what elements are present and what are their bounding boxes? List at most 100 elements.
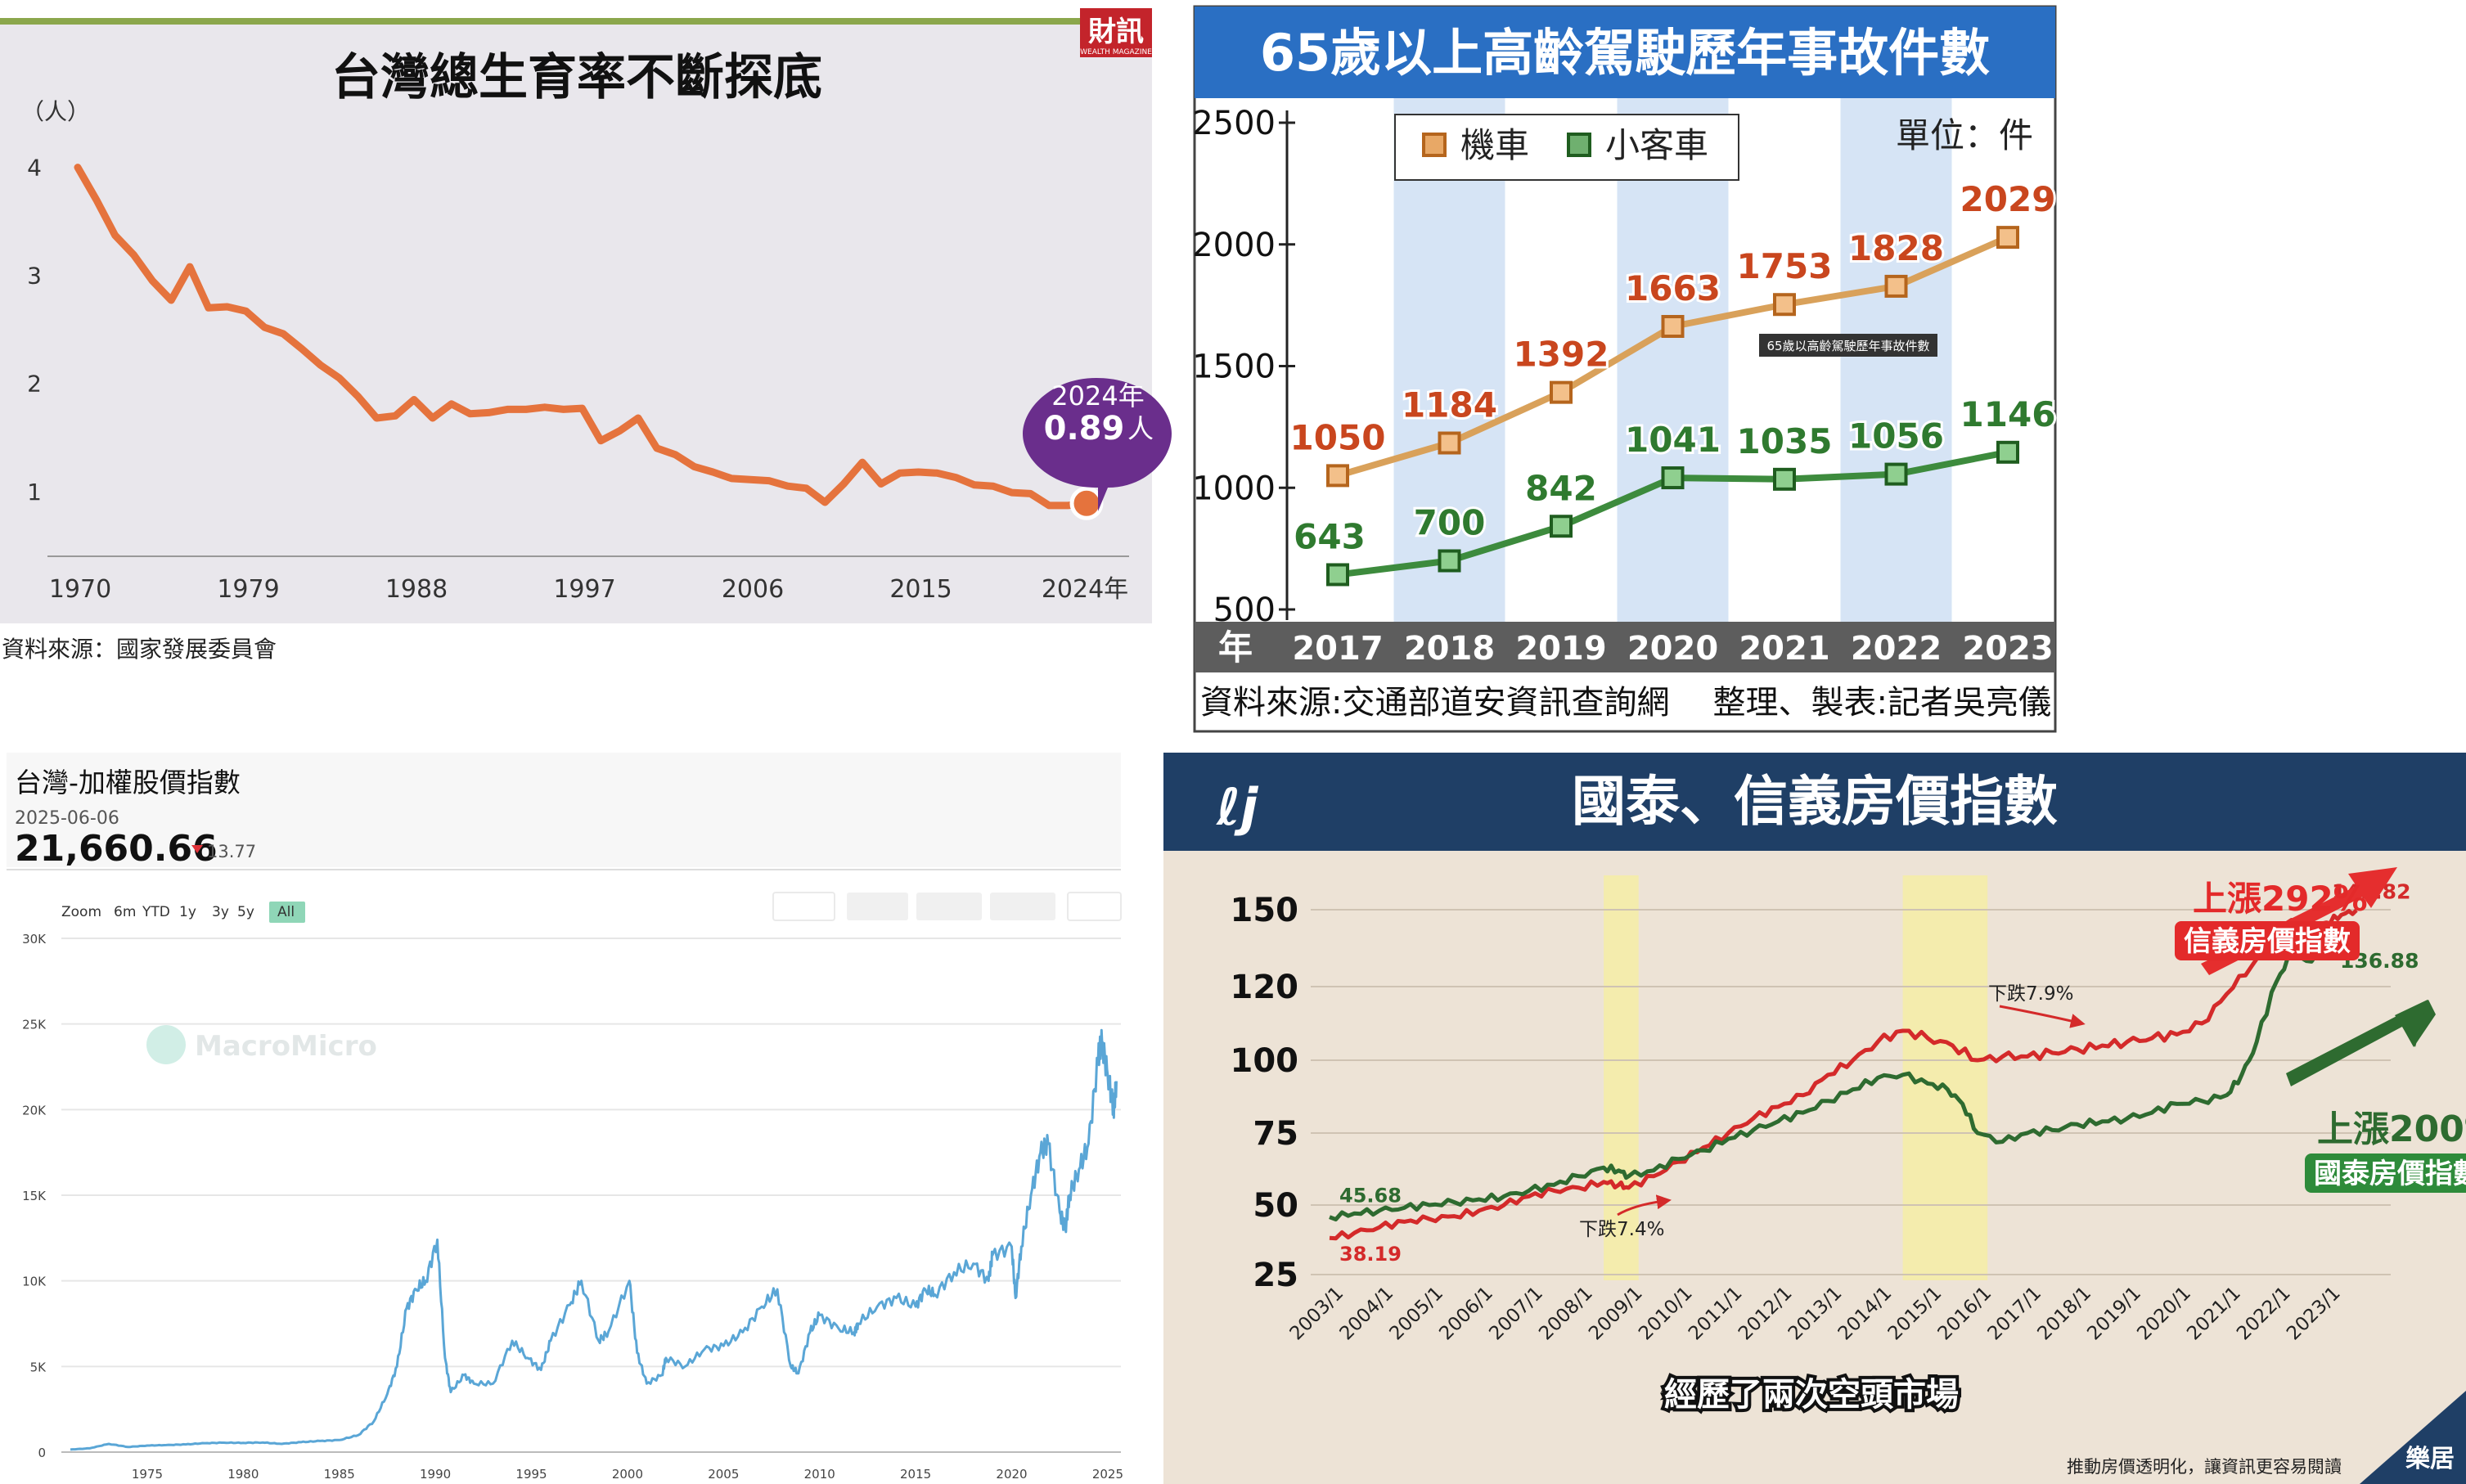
drop-arrow-2 (1999, 1005, 2086, 1028)
x-tick-label: 1979 (217, 575, 279, 604)
year-tick-label: 2017 (1292, 630, 1383, 668)
series-start-label: 38.19 (1339, 1243, 1402, 1266)
taiex-panel: 台灣-加權股價指數 2025-06-06 21,660.66 13.77 Zoo… (0, 749, 1129, 1484)
zoom-option-YTD[interactable]: YTD (142, 904, 170, 920)
data-label: 1056 (1848, 416, 1944, 456)
year-band (1393, 98, 1505, 622)
caption-text: 經歷了兩次空頭市場 (1664, 1376, 1959, 1414)
year-tick-label: 2022 (1851, 630, 1942, 668)
zoom-label: Zoom (61, 904, 101, 920)
x-tick-label: 1970 (49, 575, 111, 604)
corner-logo-text: 樂居 (2405, 1445, 2455, 1473)
y-tick-label: 2000 (1192, 227, 1276, 264)
compare-button[interactable] (847, 893, 908, 920)
year-axis-label: 年 (1218, 627, 1253, 668)
year-tick-label: 2019 (1515, 630, 1606, 668)
x-tick-label: 2025 (1092, 1467, 1123, 1482)
data-point (1773, 467, 1796, 491)
brand-logo (1080, 8, 1152, 57)
x-tick-label: 1980 (227, 1467, 259, 1482)
index-title: 台灣-加權股價指數 (15, 767, 241, 798)
cathay-line (1329, 936, 2357, 1222)
header-background (7, 753, 1121, 867)
title-bar (1163, 753, 2466, 851)
data-point (1550, 380, 1573, 404)
x-tick-label: 2005 (708, 1467, 739, 1482)
year-tick-label: 2018 (1404, 630, 1495, 668)
data-point (1438, 549, 1461, 573)
callout-unit: 人 (1127, 413, 1154, 444)
y-tick-label: 3 (27, 263, 42, 290)
data-label: 700 (1414, 503, 1486, 543)
legend-swatch-car (1567, 133, 1591, 157)
y-tick-label: 1 (27, 479, 42, 506)
legend-swatch-scooter (1422, 133, 1447, 157)
green-rise-percent: 上漲200% (2317, 1109, 2466, 1150)
y-tick-label: 150 (1231, 892, 1299, 929)
zoom-option-5y[interactable]: 5y (237, 904, 254, 920)
latest-point-marker (1069, 486, 1104, 520)
source-note: 資料來源:交通部道安資訊查詢網 (1200, 684, 1669, 722)
source-note: 資料來源：國家發展委員會 (2, 636, 277, 663)
y-tick-label: 100 (1231, 1042, 1299, 1080)
logo-mark: ℓj (1216, 777, 1258, 837)
data-point (1661, 466, 1685, 490)
drop-arrow-1 (1617, 1194, 1672, 1216)
x-tick-label: 2020 (996, 1467, 1027, 1482)
fertility-line (74, 164, 1091, 510)
chart-background (0, 18, 1152, 623)
zoom-option-1y[interactable]: 1y (179, 904, 196, 920)
data-label: 1041 (1625, 420, 1721, 460)
zoom-option-6m[interactable]: 6m (114, 904, 136, 920)
x-tick-label: 1995 (515, 1467, 547, 1482)
zoom-option-All[interactable]: All (277, 904, 295, 920)
taiex-chart: 台灣-加權股價指數 2025-06-06 21,660.66 13.77 Zoo… (7, 753, 1123, 1482)
y-tick-label: 0 (38, 1446, 46, 1460)
data-point (1884, 462, 1908, 486)
edit-button[interactable] (990, 893, 1055, 920)
credit-note: 整理、製表:記者吳亮儀 (1713, 684, 2051, 722)
year-tick-label: 2020 (1627, 630, 1718, 668)
fullscreen-button[interactable] (1067, 892, 1122, 921)
data-label: 643 (1294, 516, 1366, 556)
x-tick-label: 2024年 (1042, 575, 1128, 604)
callout-value: 0.89 (1044, 410, 1125, 447)
data-label: 1035 (1737, 421, 1833, 461)
sinyi-line (1329, 908, 2358, 1241)
x-tick-label: 1985 (324, 1467, 355, 1482)
tooltip-box (1759, 334, 1937, 357)
red-label-text: 信義房價指數 (2184, 925, 2351, 958)
data-label: 842 (1525, 468, 1597, 508)
green-rise-arrow (2286, 1000, 2436, 1086)
watermark-text: MacroMicro (195, 1030, 377, 1063)
top-accent-bar (0, 18, 1080, 25)
x-tick-label: 2015 (889, 575, 952, 604)
data-label: 1184 (1402, 385, 1497, 425)
y-tick-label: 30K (22, 932, 47, 947)
year-band (1840, 98, 1952, 622)
legend-label-scooter: 機車 (1460, 125, 1529, 165)
download-button[interactable] (916, 893, 982, 920)
brand-logo-subtext: WEALTH MAGAZINE (1080, 48, 1152, 56)
y-tick-label: 2 (27, 371, 42, 398)
x-tick-label: 2010 (804, 1467, 835, 1482)
y-tick-label: 1000 (1192, 470, 1276, 507)
data-point (1438, 431, 1461, 455)
x-tick-label: 1990 (420, 1467, 451, 1482)
y-axis-unit: （人） (21, 98, 90, 125)
x-tick-label: 1997 (553, 575, 615, 604)
share-button[interactable] (772, 892, 835, 921)
y-tick-label: 1500 (1192, 349, 1276, 386)
title-bar (1195, 7, 2055, 98)
data-label: 1146 (1960, 394, 2056, 434)
data-point (1884, 274, 1908, 298)
y-tick-label: 2500 (1192, 105, 1276, 142)
green-label-box (2305, 1153, 2466, 1193)
index-change: 13.77 (207, 842, 256, 861)
zoom-option-3y[interactable]: 3y (212, 904, 229, 920)
data-point (1661, 315, 1685, 339)
data-point (1326, 464, 1349, 488)
